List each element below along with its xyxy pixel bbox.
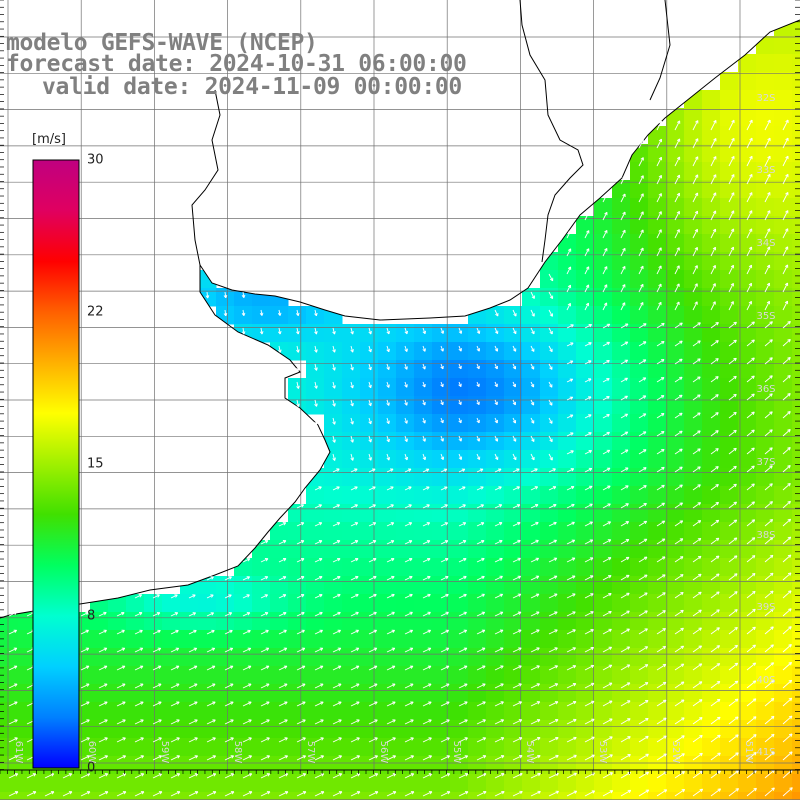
lat-label: 34S (756, 238, 775, 249)
lon-label: 57W (305, 741, 316, 764)
lat-label: 35S (756, 311, 775, 322)
lon-label: 51W (743, 741, 754, 764)
lon-label: 55W (451, 741, 462, 764)
coastline (0, 0, 800, 619)
colorbar-tick-30: 30 (87, 152, 104, 168)
lon-label: 59W (159, 741, 170, 764)
colorbar-tick-8: 8 (87, 608, 96, 624)
lon-label: 56W (378, 741, 389, 764)
colorbar-tick-22: 22 (87, 304, 104, 320)
lat-label: 41S (756, 747, 775, 758)
lon-label: 58W (232, 741, 243, 764)
lat-label: 32S (756, 93, 775, 104)
lon-label: 61W (13, 741, 24, 764)
title-model: modelo GEFS-WAVE (NCEP) (6, 30, 318, 56)
lat-label: 36S (756, 384, 775, 395)
lon-label: 53W (597, 741, 608, 764)
colorbar (32, 159, 80, 769)
title-valid-date: valid date: 2024-11-09 00:00:00 (42, 74, 462, 100)
frame-ticks (0, 0, 800, 774)
colorbar-tick-0: 0 (87, 760, 96, 776)
title-forecast-date: forecast date: 2024-10-31 06:00:00 (6, 51, 467, 77)
wind-vectors (8, 119, 793, 797)
lon-label: 54W (524, 741, 535, 764)
coordinate-labels: 32S 33S 34S 35S 36S 37S 38S 39S 40S 41S 61W 60W 59W 5… (13, 93, 776, 763)
lon-label: 52W (670, 741, 681, 764)
lat-label: 38S (756, 530, 775, 541)
lat-label: 40S (756, 675, 775, 686)
colorbar-box (32, 159, 80, 769)
lat-label: 39S (756, 602, 775, 613)
colorbar-tick-15: 15 (87, 456, 104, 472)
colorbar-unit: [m/s] (32, 132, 66, 147)
lat-label: 37S (756, 457, 775, 468)
lon-label: 60W (86, 741, 97, 764)
lat-label: 33S (756, 165, 775, 176)
land-mass (0, 0, 800, 618)
